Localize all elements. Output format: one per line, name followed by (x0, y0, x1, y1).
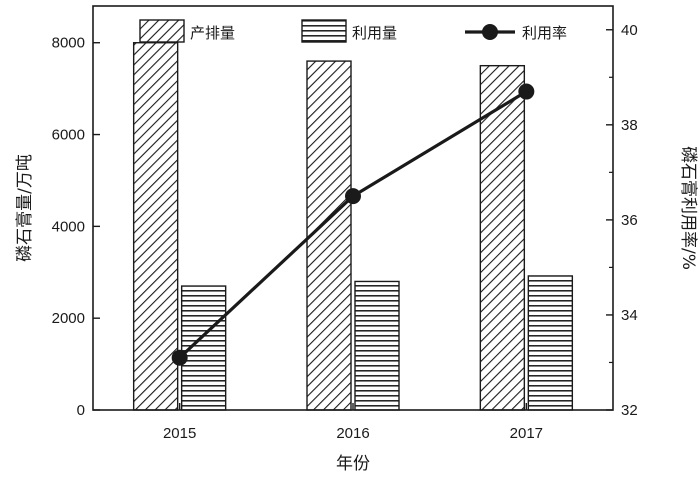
legend: 产排量 利用量 利用率 (139, 19, 567, 43)
y2-tick-label: 34 (621, 307, 638, 324)
line-layer (171, 83, 535, 366)
y-tick-label: 2000 (52, 310, 85, 327)
x-tick-label: 2016 (336, 425, 369, 442)
bars-layer (132, 42, 574, 411)
legend-discharge-text: 产排量 (190, 24, 235, 42)
y2-tick-label: 38 (621, 117, 638, 134)
bar-discharge-2017 (479, 64, 526, 411)
y2-axis-title: 磷石膏利用率/% (678, 146, 699, 270)
y2-tick-label: 32 (621, 402, 638, 419)
y-tick-label: 0 (77, 402, 85, 419)
y2-tick-label: 36 (621, 212, 638, 229)
y-tick-label: 4000 (52, 218, 85, 235)
y-tick-label: 8000 (52, 35, 85, 52)
y-axis-title: 磷石膏量/万吨 (14, 154, 35, 262)
x-tick-label: 2017 (510, 425, 543, 442)
utilization-rate-point-2016 (345, 188, 361, 205)
legend-utilization-rate-marker (482, 24, 498, 40)
y-tick-label: 6000 (52, 127, 85, 144)
bar-discharge-2015 (132, 42, 179, 411)
utilization-rate-point-2015 (171, 349, 188, 366)
utilization-rate-point-2017 (518, 83, 535, 100)
x-axis-title: 年份 (336, 454, 370, 474)
bar-utilization-2016 (354, 280, 400, 411)
x-axis: 2015 2016 2017 (163, 403, 543, 442)
bar-discharge-2016 (306, 60, 352, 411)
legend-discharge-swatch (139, 19, 185, 43)
utilization-rate-line (178, 90, 528, 359)
y2-tick-label: 40 (621, 22, 638, 39)
legend-utilization-swatch (301, 19, 347, 43)
legend-utilization-text: 利用量 (352, 24, 397, 42)
x-tick-label: 2015 (163, 425, 196, 442)
legend-utilization-rate-text: 利用率 (522, 24, 567, 42)
left-axis: 0 2000 4000 6000 8000 (52, 35, 100, 419)
bar-utilization-2017 (527, 275, 574, 411)
right-axis: 32 34 36 38 40 (606, 22, 638, 419)
